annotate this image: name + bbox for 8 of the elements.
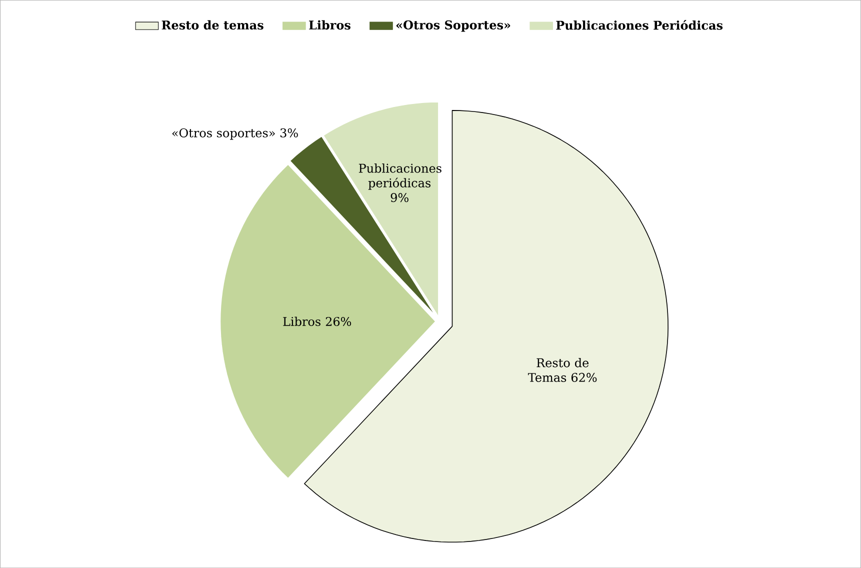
legend-label: «Otros Soportes»	[396, 20, 510, 32]
legend-label: Resto de temas	[162, 20, 264, 30]
data-label: Publicaciones periódicas 9%	[358, 163, 442, 202]
data-label: Libros 26%	[283, 316, 352, 326]
legend-label: Libros	[309, 20, 350, 30]
data-label: «Otros soportes» 3%	[172, 128, 298, 140]
legend-label: Publicaciones Periódicas	[556, 20, 723, 30]
data-label: Resto de Temas 62%	[528, 358, 597, 382]
